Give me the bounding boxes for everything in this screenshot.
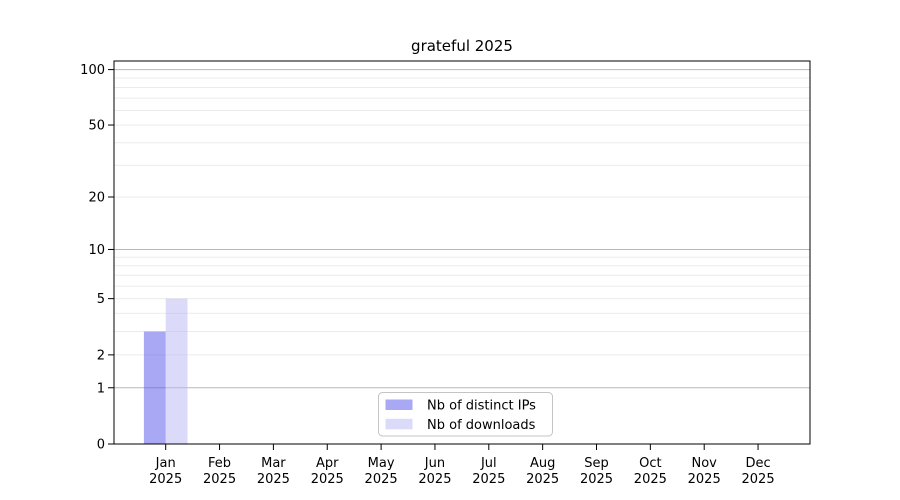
x-tick-label-month: Aug bbox=[530, 456, 555, 471]
x-tick-label-month: Mar bbox=[261, 456, 286, 471]
x-tick-label-month: Feb bbox=[208, 456, 231, 471]
legend-box bbox=[378, 392, 553, 437]
y-tick-label: 10 bbox=[88, 243, 105, 258]
x-tick-label-month: May bbox=[368, 456, 395, 471]
x-tick-label-month: Apr bbox=[316, 456, 339, 471]
x-tick-label-year: 2025 bbox=[203, 472, 236, 487]
x-tick-label-month: Jun bbox=[424, 456, 445, 471]
legend-swatch-distinct-ips bbox=[385, 399, 413, 410]
x-tick-label-year: 2025 bbox=[526, 472, 559, 487]
x-tick-label-month: Jul bbox=[480, 456, 497, 471]
x-tick-label-year: 2025 bbox=[418, 472, 451, 487]
x-tick-label-year: 2025 bbox=[311, 472, 344, 487]
x-tick-label-year: 2025 bbox=[149, 472, 182, 487]
x-tick-label-year: 2025 bbox=[688, 472, 721, 487]
plot-border bbox=[113, 60, 811, 445]
y-tick-label: 50 bbox=[88, 119, 105, 134]
x-tick-label-year: 2025 bbox=[580, 472, 613, 487]
bar-downloads-jan bbox=[165, 298, 188, 444]
major-gridlines bbox=[114, 69, 810, 389]
x-axis-ticks: Jan2025Feb2025Mar2025Apr2025May2025Jun20… bbox=[149, 444, 775, 487]
legend-label-distinct-ips: Nb of distinct IPs bbox=[427, 399, 536, 414]
legend-swatch-downloads bbox=[385, 418, 413, 430]
x-tick-label-month: Sep bbox=[584, 456, 609, 471]
x-tick-label-year: 2025 bbox=[742, 472, 775, 487]
legend: Nb of distinct IPs Nb of downloads bbox=[378, 392, 553, 437]
x-tick-label-year: 2025 bbox=[365, 472, 398, 487]
bar-distinct-ips-jan bbox=[143, 331, 166, 444]
bars bbox=[143, 298, 188, 444]
x-tick-label-year: 2025 bbox=[634, 472, 667, 487]
y-tick-label: 0 bbox=[97, 438, 105, 453]
y-axis-ticks: 0 1 2 5 10 20 50 100 bbox=[80, 63, 114, 453]
minor-gridlines bbox=[114, 77, 810, 356]
chart-title: grateful 2025 bbox=[411, 37, 513, 55]
x-tick-label-month: Dec bbox=[745, 456, 770, 471]
y-tick-label: 20 bbox=[88, 191, 105, 206]
x-tick-label-year: 2025 bbox=[257, 472, 290, 487]
y-tick-label: 100 bbox=[80, 63, 105, 78]
y-tick-label: 5 bbox=[97, 292, 105, 307]
x-tick-label-month: Jan bbox=[155, 456, 176, 471]
legend-label-downloads: Nb of downloads bbox=[427, 418, 536, 433]
y-tick-label: 1 bbox=[97, 381, 105, 396]
x-tick-label-month: Oct bbox=[639, 456, 661, 471]
y-tick-label: 2 bbox=[97, 348, 105, 363]
x-tick-label-year: 2025 bbox=[472, 472, 505, 487]
x-tick-label-month: Nov bbox=[692, 456, 718, 471]
